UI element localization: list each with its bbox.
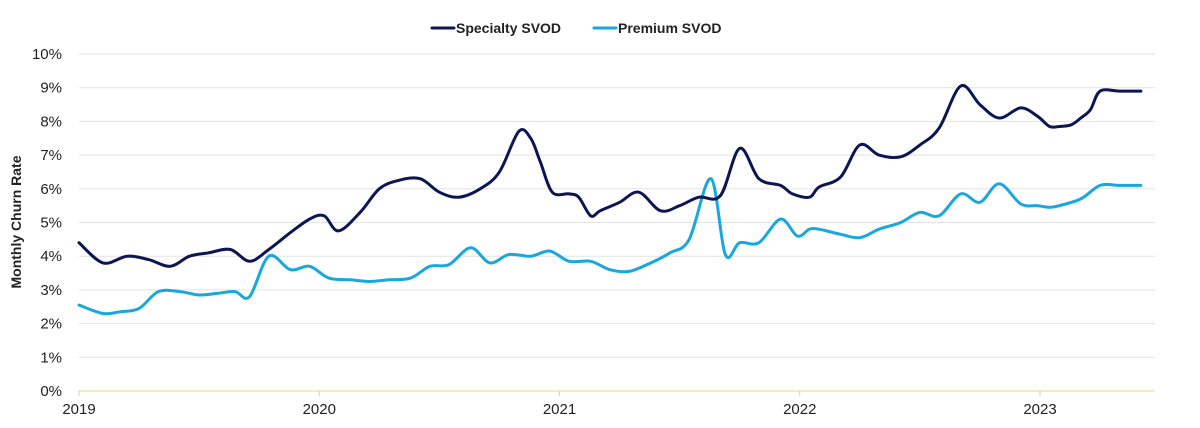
y-tick-label: 0% — [40, 383, 62, 400]
x-tick-label: 2019 — [62, 401, 95, 418]
legend-label-premium-svod: Premium SVOD — [618, 20, 721, 36]
gridlines — [79, 53, 1155, 392]
y-axis: 0% 1% 2% 3% 4% 5% 6% 7% 8% 9% 10% — [32, 46, 62, 400]
y-tick-label: 1% — [40, 349, 62, 366]
x-tick-label: 2021 — [543, 401, 576, 418]
legend: Specialty SVOD Premium SVOD — [430, 20, 721, 36]
x-axis: 2019 2020 2021 2022 2023 — [62, 391, 1057, 418]
y-tick-label: 9% — [40, 80, 62, 97]
x-tick-label: 2022 — [783, 401, 816, 418]
series-lines — [77, 83, 1143, 316]
y-tick-label: 2% — [40, 316, 62, 333]
series-line-specialty-svod — [77, 83, 1143, 268]
legend-label-specialty-svod: Specialty SVOD — [456, 20, 561, 36]
y-tick-label: 6% — [40, 181, 62, 198]
y-tick-label: 8% — [40, 113, 62, 130]
series-line-premium-svod — [77, 177, 1143, 316]
x-tick-label: 2020 — [303, 401, 336, 418]
y-tick-label: 3% — [40, 282, 62, 299]
y-tick-label: 7% — [40, 147, 62, 164]
y-tick-label: 5% — [40, 215, 62, 232]
y-axis-title: Monthly Churn Rate — [8, 155, 24, 288]
x-tick-label: 2023 — [1023, 401, 1056, 418]
y-tick-label: 10% — [32, 46, 62, 63]
y-tick-label: 4% — [40, 248, 62, 265]
